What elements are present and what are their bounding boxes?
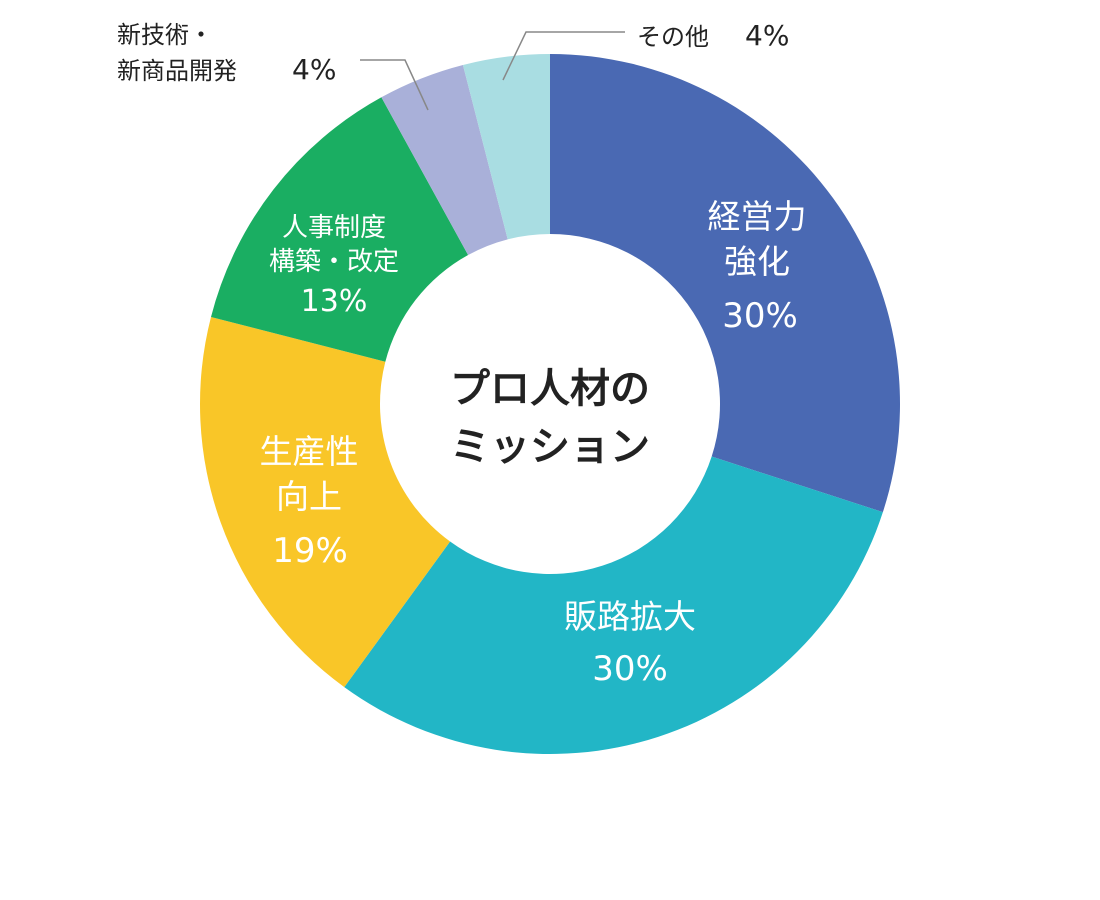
label-hr-system-line1: 人事制度 bbox=[282, 213, 386, 243]
chart-title-line1: プロ人材の bbox=[450, 366, 650, 412]
slice-labels: 経営力 強化 30% 販路拡大 30% 生産性 向上 19% 人事制度 構築・改… bbox=[117, 19, 807, 689]
label-management-line1: 経営力 bbox=[708, 197, 807, 236]
value-label-management: 30% bbox=[722, 296, 798, 336]
value-label-productivity: 19% bbox=[272, 531, 348, 571]
label-management-line2: 強化 bbox=[724, 242, 790, 281]
leader-line-new-tech bbox=[360, 59, 429, 111]
label-other: その他 bbox=[637, 23, 709, 51]
center-title: プロ人材の ミッション bbox=[450, 366, 650, 470]
value-label-hr-system: 13% bbox=[301, 284, 368, 319]
value-label-new-tech: 4% bbox=[292, 53, 336, 86]
slice-hr-system bbox=[210, 97, 469, 362]
label-new-tech-line1: 新技術・ bbox=[117, 21, 213, 49]
donut-slices bbox=[200, 54, 900, 754]
value-label-other: 4% bbox=[745, 19, 789, 52]
slice-sales-channel bbox=[344, 456, 883, 754]
slice-management bbox=[550, 54, 900, 513]
slice-productivity bbox=[200, 316, 451, 688]
chart-title-line2: ミッション bbox=[450, 424, 650, 470]
label-hr-system-line2: 構築・改定 bbox=[269, 247, 399, 277]
label-new-tech-line2: 新商品開発 bbox=[117, 57, 237, 85]
leader-line-other bbox=[502, 31, 625, 81]
slice-new-tech bbox=[381, 64, 508, 256]
leader-lines bbox=[360, 31, 625, 111]
label-productivity-line2: 向上 bbox=[276, 477, 342, 516]
label-sales-channel: 販路拡大 bbox=[564, 597, 696, 636]
label-productivity-line1: 生産性 bbox=[260, 432, 359, 471]
slice-other bbox=[462, 54, 550, 240]
value-label-sales-channel: 30% bbox=[592, 649, 668, 689]
